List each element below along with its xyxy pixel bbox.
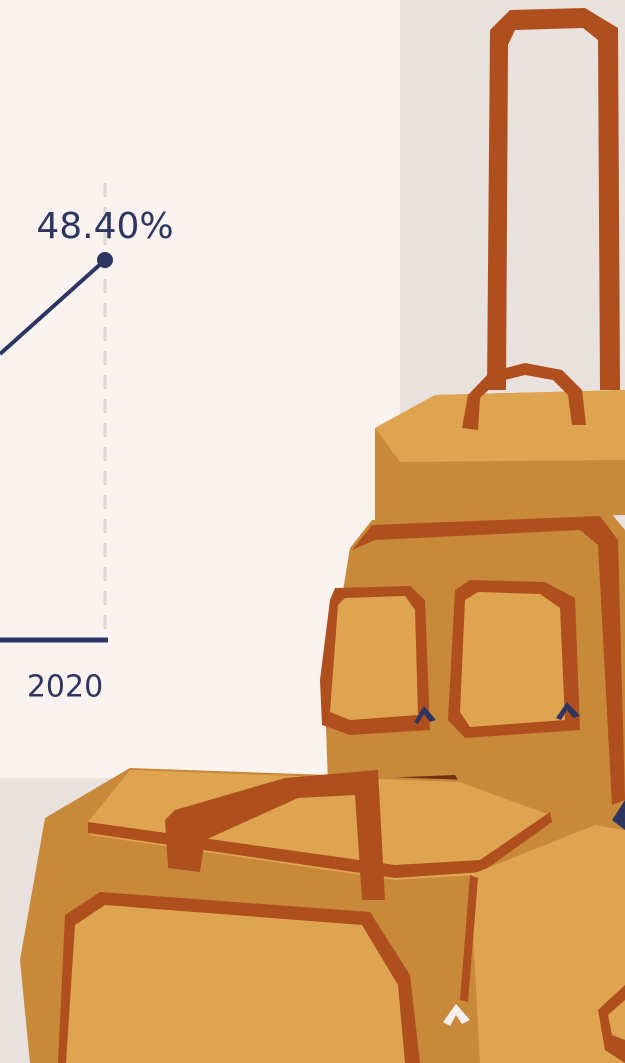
data-point — [97, 252, 113, 268]
luggage-illustration — [20, 8, 625, 1063]
x-tick-label: 2020 — [27, 670, 103, 705]
data-label: 48.40% — [36, 206, 173, 247]
line-segment — [0, 258, 107, 356]
